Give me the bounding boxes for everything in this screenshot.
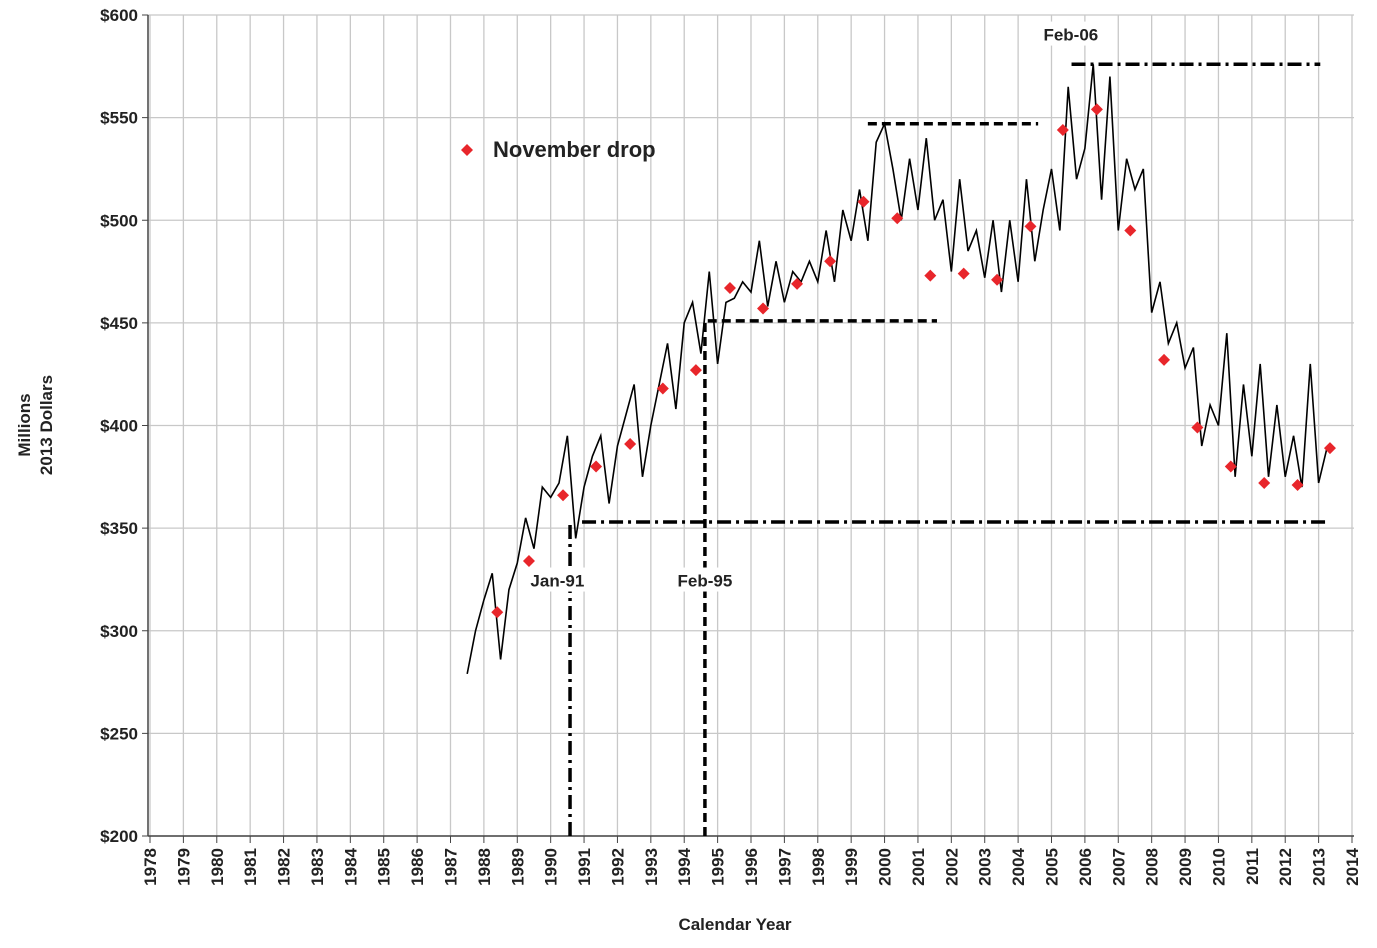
- data-point: [689, 364, 702, 377]
- x-tick-label: 1997: [775, 848, 794, 886]
- x-tick-label: 2014: [1343, 847, 1362, 885]
- y-tick-label: $500: [100, 211, 138, 230]
- data-point: [590, 460, 603, 473]
- x-tick-label: 2011: [1243, 848, 1262, 885]
- x-tick-label: 2012: [1276, 848, 1295, 886]
- data-point: [1056, 123, 1069, 136]
- y-tick-label: $450: [100, 314, 138, 333]
- legend-marker: [461, 144, 473, 156]
- annotation-bg: [1036, 21, 1105, 46]
- data-point: [557, 489, 570, 502]
- annotation-bg: [523, 567, 592, 592]
- x-tick-label: 2006: [1076, 848, 1095, 886]
- x-tick-label: 2010: [1209, 848, 1228, 886]
- x-axis-title: Calendar Year: [678, 915, 791, 934]
- x-tick-label: 1987: [442, 848, 461, 886]
- x-tick-label: 1999: [842, 848, 861, 886]
- x-tick-label: 1992: [608, 848, 627, 886]
- data-point: [1323, 442, 1336, 455]
- y-axis-title: Millions: [15, 393, 34, 456]
- data-point: [1291, 479, 1304, 492]
- data-point: [791, 277, 804, 290]
- y-axis-title: 2013 Dollars: [37, 375, 56, 475]
- data-point: [957, 267, 970, 280]
- data-point: [1224, 460, 1237, 473]
- x-tick-label: 1986: [408, 848, 427, 886]
- data-point: [491, 606, 504, 619]
- data-point: [1124, 224, 1137, 237]
- annotation-bg: [670, 567, 739, 592]
- x-tick-label: 1995: [709, 848, 728, 886]
- x-tick-label: 2003: [976, 848, 995, 886]
- x-tick-label: 1984: [341, 847, 360, 885]
- y-tick-label: $350: [100, 519, 138, 538]
- x-tick-label: 2013: [1310, 848, 1329, 886]
- y-tick-label: $550: [100, 109, 138, 128]
- x-tick-label: 1980: [208, 848, 227, 886]
- x-tick-label: 1979: [174, 848, 193, 886]
- x-tick-label: 1978: [141, 848, 160, 886]
- data-point: [857, 195, 870, 208]
- data-point: [991, 273, 1004, 286]
- data-point: [924, 269, 937, 282]
- data-point: [656, 382, 669, 395]
- x-tick-label: 2009: [1176, 848, 1195, 886]
- x-tick-label: 2005: [1043, 848, 1062, 886]
- data-point: [891, 212, 904, 225]
- data-point: [1024, 220, 1037, 233]
- data-point: [1158, 353, 1171, 366]
- x-tick-label: 1988: [475, 848, 494, 886]
- x-tick-label: 2007: [1109, 848, 1128, 886]
- y-tick-label: $600: [100, 6, 138, 25]
- legend-label: November drop: [493, 137, 656, 162]
- x-tick-label: 1998: [809, 848, 828, 886]
- x-tick-label: 1981: [241, 848, 260, 886]
- data-point: [1191, 421, 1204, 434]
- y-tick-label: $400: [100, 417, 138, 436]
- annotation: Feb-95: [678, 572, 733, 591]
- annotation: Jan-91: [530, 572, 584, 591]
- x-tick-label: 1985: [375, 848, 394, 886]
- y-tick-label: $200: [100, 827, 138, 846]
- x-tick-label: 1996: [742, 848, 761, 886]
- data-point: [824, 255, 837, 268]
- data-line: [466, 64, 1328, 675]
- y-tick-label: $250: [100, 724, 138, 743]
- x-tick-label: 1994: [675, 847, 694, 885]
- data-point: [1090, 103, 1103, 116]
- x-tick-label: 1983: [308, 848, 327, 886]
- data-point: [624, 437, 637, 450]
- annotation: Feb-06: [1043, 26, 1098, 45]
- x-tick-label: 1990: [542, 848, 561, 886]
- x-tick-label: 2001: [909, 848, 928, 886]
- data-point: [723, 281, 736, 294]
- x-tick-label: 1989: [508, 848, 527, 886]
- data-point: [757, 302, 770, 315]
- reference-line: [703, 319, 937, 836]
- x-tick-label: 2008: [1143, 848, 1162, 886]
- x-tick-label: 2004: [1009, 847, 1028, 885]
- x-tick-label: 1982: [275, 848, 294, 886]
- x-tick-label: 1991: [575, 848, 594, 886]
- data-point: [522, 554, 535, 567]
- x-tick-label: 1993: [642, 848, 661, 886]
- x-tick-label: 2002: [942, 848, 961, 886]
- data-point: [1258, 476, 1271, 489]
- x-tick-label: 2000: [876, 848, 895, 886]
- y-tick-label: $300: [100, 622, 138, 641]
